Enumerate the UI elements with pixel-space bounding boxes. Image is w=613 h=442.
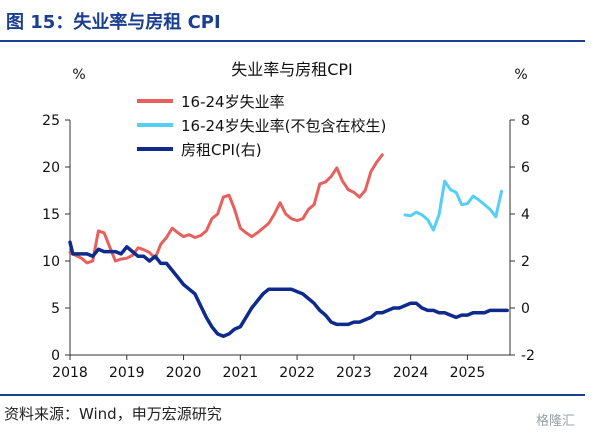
right-tick-label: 0 — [521, 301, 530, 317]
legend-label: 16-24岁失业率(不包含在校生) — [181, 117, 386, 135]
chart-legend: 16-24岁失业率 16-24岁失业率(不包含在校生) 房租CPI(右) — [137, 93, 386, 159]
right-tick-label: 2 — [521, 254, 530, 270]
right-tick-label: 4 — [521, 207, 530, 223]
x-tick-label: 2019 — [109, 365, 145, 381]
x-tick-label: 2024 — [393, 365, 429, 381]
series-layer — [68, 153, 509, 338]
x-tick-label: 2023 — [336, 365, 372, 381]
title-rule — [0, 40, 585, 42]
chart-title: 失业率与房租CPI — [231, 60, 353, 79]
left-tick-label: 20 — [42, 160, 60, 176]
left-axis-unit: % — [72, 67, 85, 83]
series-line-unemployment — [68, 153, 384, 265]
right-tick-label: 6 — [521, 160, 530, 176]
series-line-unemployment-excl-students — [403, 179, 503, 232]
left-tick-label: 25 — [42, 113, 60, 129]
x-tick-label: 2020 — [166, 365, 202, 381]
x-tick-label: 2022 — [279, 365, 315, 381]
source-rule — [0, 394, 585, 396]
x-tick-label: 2025 — [450, 365, 486, 381]
x-tick-label: 2021 — [223, 365, 259, 381]
watermark: 格隆汇 — [536, 414, 576, 429]
figure-title: 图 15：失业率与房租 CPI — [6, 12, 221, 33]
right-axis-unit: % — [514, 67, 527, 83]
x-tick-label: 2018 — [52, 365, 88, 381]
legend-label: 16-24岁失业率 — [181, 93, 285, 111]
series-line-rent-cpi — [68, 240, 509, 338]
left-tick-label: 5 — [51, 301, 60, 317]
left-tick-label: 15 — [42, 207, 60, 223]
legend-label: 房租CPI(右) — [181, 141, 262, 159]
right-tick-label: 8 — [521, 113, 530, 129]
right-tick-label: -2 — [521, 348, 535, 364]
source-note: 资料来源：Wind，申万宏源研究 — [4, 405, 222, 423]
left-tick-label: 0 — [51, 348, 60, 364]
left-tick-label: 10 — [42, 254, 60, 270]
